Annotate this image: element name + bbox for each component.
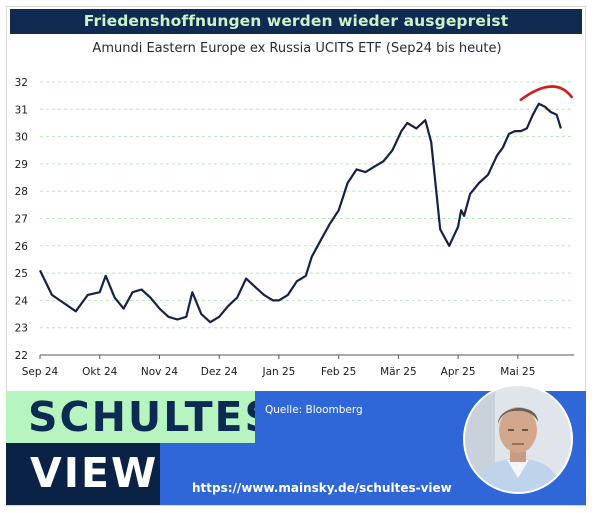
y-tick-label: 23 [15,323,28,335]
brand-view: VIEW [6,443,160,505]
website-link[interactable]: https://www.mainsky.de/schultes-view [192,481,452,495]
y-tick-label: 32 [15,77,28,89]
y-tick-label: 24 [15,295,29,307]
x-tick-label: Apr 25 [441,366,476,378]
x-tick-label: Mai 25 [500,366,535,378]
portrait-icon [465,386,571,492]
x-tick-label: Nov 24 [141,366,179,378]
source-label: Quelle: Bloomberg [265,404,363,416]
y-axis-ticks: 22 23 24 25 26 27 28 29 30 31 32 [15,77,29,362]
y-tick-label: 31 [15,104,28,116]
y-tick-label: 29 [15,159,28,171]
chart-subtitle: Amundi Eastern Europe ex Russia UCITS ET… [92,41,502,56]
x-tick-label: Feb 25 [321,366,356,378]
y-tick-label: 25 [15,268,28,280]
grid-lines [40,81,574,329]
brand-schultes: SCHULTES [6,391,274,443]
x-tick-label: Okt 24 [82,366,117,378]
x-tick-label: Dez 24 [201,366,238,378]
y-tick-label: 27 [15,214,28,226]
y-tick-label: 22 [15,350,28,362]
x-tick-label: Sep 24 [22,366,59,378]
y-tick-label: 28 [15,186,28,198]
author-photo [463,384,573,494]
brand-word-schultes: SCHULTES [28,393,277,441]
footer-bar-left [160,443,255,505]
brand-word-view: VIEW [30,449,159,497]
x-tick-label: Mär 25 [380,366,417,378]
y-tick-label: 26 [15,241,29,253]
page-title: Friedenshoffnungen werden wieder ausgepr… [10,9,582,34]
y-tick-label: 30 [15,132,28,144]
line-chart: 22 23 24 25 26 27 28 29 30 31 32 Sep 24 Okt 24 Nov 2… [15,77,574,378]
x-tick-label: Jan 25 [261,366,295,378]
x-axis-ticks: Sep 24 Okt 24 Nov 24 Dez 24 Jan 25 Feb 25 Mär … [22,355,535,378]
price-line [39,102,562,324]
annotation-arc [519,85,573,102]
